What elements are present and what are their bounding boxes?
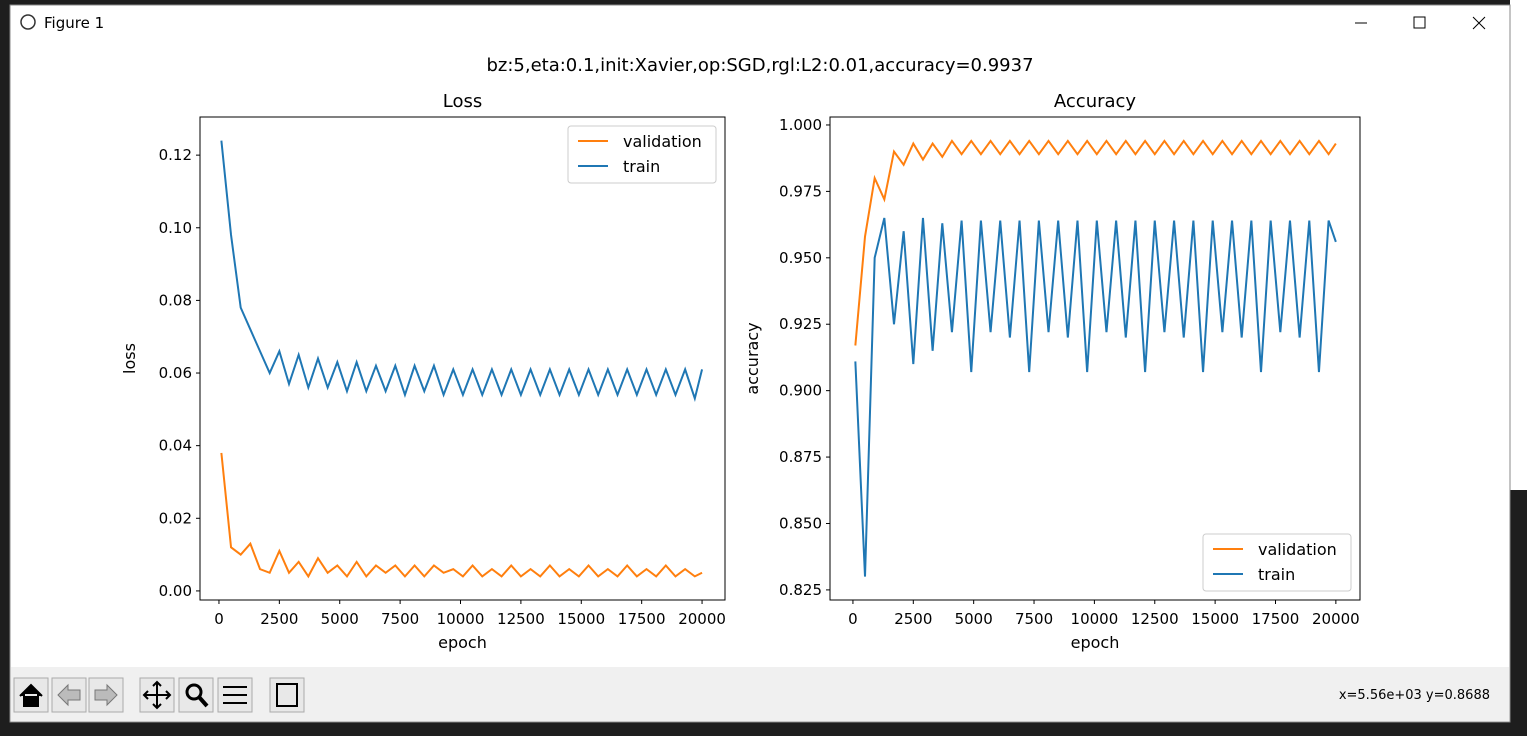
home-icon — [19, 683, 43, 707]
legend-label: validation — [623, 132, 702, 151]
figure-title: bz:5,eta:0.1,init:Xavier,op:SGD,rgl:L2:0… — [486, 55, 1033, 76]
maximize-button[interactable] — [1413, 16, 1426, 29]
pan-icon — [142, 680, 172, 710]
toolbar — [11, 667, 1509, 721]
x-tick-label: 0 — [214, 610, 224, 628]
y-tick-label: 0.950 — [779, 249, 822, 267]
save-icon — [276, 683, 298, 707]
axes-frame — [199, 116, 726, 601]
y-axis-label: accuracy — [743, 322, 762, 394]
window-title: Figure 1 — [44, 14, 104, 32]
x-tick-label: 2500 — [260, 610, 298, 628]
x-tick-label: 2500 — [894, 610, 932, 628]
y-tick-label: 0.00 — [159, 582, 192, 600]
y-tick-label: 0.10 — [159, 219, 192, 237]
series-line — [854, 217, 1337, 577]
x-tick-label: 15000 — [557, 610, 605, 628]
x-axis-label: epoch — [438, 633, 487, 652]
background-window — [1510, 0, 1527, 490]
y-tick-label: 0.08 — [159, 291, 192, 309]
x-tick-label: 10000 — [1071, 610, 1119, 628]
series-line — [220, 452, 703, 579]
zoom-icon-handle — [197, 695, 209, 708]
configure-icon — [223, 686, 247, 704]
y-tick-label: 1.000 — [779, 116, 822, 134]
x-tick-label: 20000 — [1312, 610, 1360, 628]
y-axis-label: loss — [120, 343, 139, 374]
y-tick-label: 0.825 — [779, 581, 822, 599]
y-tick-label: 0.06 — [159, 364, 192, 382]
legend-label: train — [1258, 565, 1295, 584]
y-tick-label: 0.850 — [779, 514, 822, 532]
y-tick-label: 0.04 — [159, 437, 192, 455]
app-icon — [20, 14, 36, 30]
status-text: x=5.56e+03 y=0.8688 — [1339, 688, 1490, 703]
series-line — [220, 140, 704, 403]
y-tick-label: 0.12 — [159, 146, 192, 164]
x-tick-label: 7500 — [381, 610, 419, 628]
x-tick-label: 7500 — [1015, 610, 1053, 628]
zoom-button[interactable] — [178, 677, 214, 713]
title-bar: Figure 1 — [20, 14, 1486, 32]
x-tick-label: 10000 — [437, 610, 485, 628]
close-button[interactable] — [1472, 16, 1486, 30]
chart-title: Loss — [443, 91, 482, 112]
x-tick-label: 5000 — [955, 610, 993, 628]
x-axis-label: epoch — [1071, 633, 1120, 652]
y-tick-label: 0.925 — [779, 315, 822, 333]
forward-icon — [94, 683, 118, 707]
y-tick-label: 0.875 — [779, 448, 822, 466]
x-tick-label: 17500 — [1252, 610, 1300, 628]
x-tick-label: 12500 — [1131, 610, 1179, 628]
y-tick-label: 0.02 — [159, 509, 192, 527]
legend-label: validation — [1258, 540, 1337, 559]
legend-label: train — [623, 157, 660, 176]
y-tick-label: 0.900 — [779, 382, 822, 400]
y-tick-label: 0.975 — [779, 182, 822, 200]
x-tick-label: 12500 — [497, 610, 545, 628]
zoom-icon — [185, 683, 203, 701]
back-icon — [57, 683, 81, 707]
x-tick-label: 15000 — [1191, 610, 1239, 628]
axes-frame — [829, 116, 1361, 601]
x-tick-label: 20000 — [678, 610, 726, 628]
series-line — [854, 139, 1337, 346]
toolbar-buttons — [13, 677, 305, 713]
chart-title: Accuracy — [1054, 91, 1137, 112]
x-tick-label: 5000 — [321, 610, 359, 628]
x-tick-label: 0 — [848, 610, 858, 628]
x-tick-label: 17500 — [618, 610, 666, 628]
